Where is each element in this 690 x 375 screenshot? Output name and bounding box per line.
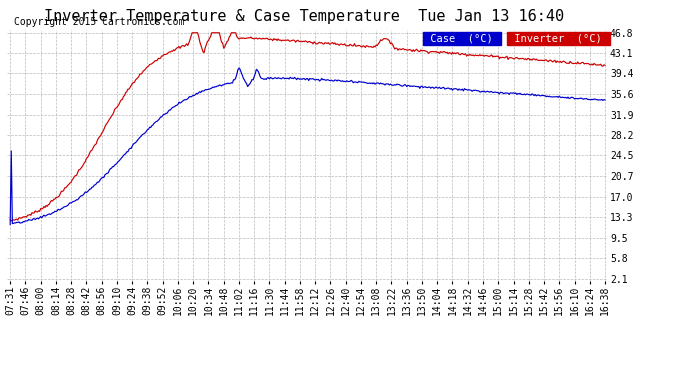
Text: Inverter Temperature & Case Temperature  Tue Jan 13 16:40: Inverter Temperature & Case Temperature …	[43, 9, 564, 24]
Text: Copyright 2015 Cartronics.com: Copyright 2015 Cartronics.com	[14, 17, 184, 27]
Text: Case  (°C): Case (°C)	[424, 34, 499, 44]
Text: Inverter  (°C): Inverter (°C)	[508, 34, 608, 44]
